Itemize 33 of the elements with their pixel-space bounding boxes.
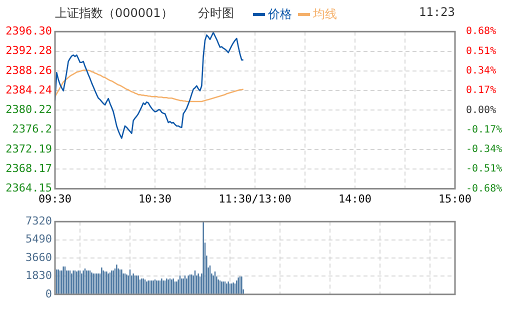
chart-subtitle: 分时图 <box>198 5 234 22</box>
x-tick-label: 14:00 <box>338 192 372 206</box>
text: 11:23 <box>418 5 455 19</box>
x-tick-label: 10:30 <box>138 192 172 206</box>
y2-tick-label: 0.34% <box>466 65 496 76</box>
y-tick-label: 2384.24 <box>6 83 52 96</box>
y-tick-label: 2372.19 <box>6 142 52 156</box>
x-tick-label: 15:00 <box>438 192 472 206</box>
y-tick-label: 1830 <box>26 269 52 282</box>
y2-tick-label: -0.17% <box>466 124 502 136</box>
y-tick-label: 3660 <box>26 250 52 264</box>
y-tick-label: 2364.15 <box>6 182 52 195</box>
y-tick-label: 2396.30 <box>6 24 52 38</box>
legend-label: 均线 <box>313 6 337 23</box>
y2-tick-label: -0.68% <box>466 183 502 194</box>
y2-tick-label: 0.68% <box>466 26 496 38</box>
y-tick-label: 2368.17 <box>6 162 52 176</box>
chart-title: 上证指数（000001） <box>55 5 173 22</box>
y2-tick-label: -0.51% <box>466 164 502 175</box>
x-tick-label: 11:30/13:00 <box>218 192 292 206</box>
x-tick-label: 09:30 <box>38 192 72 206</box>
y2-tick-label: 0.51% <box>466 46 496 57</box>
y2-tick-label: -0.34% <box>466 144 502 156</box>
y-tick-label: 2380.22 <box>6 103 52 116</box>
y-tick-label: 2388.26 <box>6 64 52 77</box>
y2-tick-label: 0.00% <box>466 104 496 116</box>
y2-tick-label: 0.17% <box>466 85 496 96</box>
legend-label: 价格 <box>268 6 292 23</box>
y-tick-label: 7320 <box>26 214 52 228</box>
y-tick-label: 0 <box>45 287 52 300</box>
y-tick-label: 2376.2 <box>12 122 52 136</box>
y-tick-label: 2392.28 <box>6 44 52 58</box>
y-tick-label: 5490 <box>26 232 52 246</box>
